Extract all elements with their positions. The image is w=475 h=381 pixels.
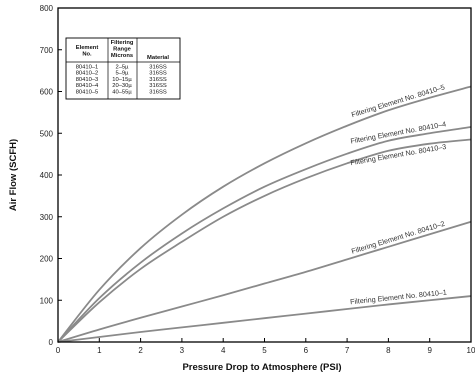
x-tick-label: 7	[345, 346, 350, 355]
y-tick-label: 100	[40, 296, 54, 305]
table-cell: 316SS	[149, 77, 167, 83]
series-line	[57, 220, 472, 343]
element-table: Element No. Filtering Range Microns Materia…	[65, 37, 181, 100]
y-tick-label: 700	[40, 46, 54, 55]
x-tick-label: 3	[180, 346, 185, 355]
table-cell: 80410–4	[76, 83, 99, 89]
series-line	[57, 295, 472, 343]
element-table-border	[65, 37, 181, 100]
table-cell: 10–15µ	[112, 77, 132, 83]
series-label: Filtering Element No. 80410–2	[350, 219, 446, 256]
table-header-material: Material	[147, 55, 169, 61]
y-axis-title: Air Flow (SCFH)	[8, 139, 19, 211]
y-ticks-group: 0 100 200 300 400 500 600 700 800	[40, 4, 62, 347]
x-tick-label: 9	[427, 346, 432, 355]
curve-labels-group: Filtering Element No. 80410–5 Filtering E…	[350, 82, 448, 306]
x-tick-label: 0	[56, 346, 61, 355]
series-line	[57, 138, 472, 343]
series-line	[57, 126, 472, 343]
table-cell: 316SS	[149, 71, 167, 77]
table-cell: 316SS	[149, 89, 167, 95]
table-cell: 80410–3	[76, 77, 99, 83]
y-tick-label: 400	[40, 171, 54, 180]
table-cell: 80410–1	[76, 65, 99, 71]
x-tick-label: 4	[221, 346, 226, 355]
table-cell: 80410–5	[76, 89, 99, 95]
table-header-range: Filtering Range Microns	[111, 40, 134, 59]
y-tick-label: 0	[49, 338, 54, 347]
series-label: Filtering Element No. 80410–3	[350, 142, 447, 167]
table-cell: 20–30µ	[112, 83, 132, 89]
x-ticks-group: 0 1 2 3 4 5 6 7 8 9 10	[56, 338, 475, 355]
y-tick-label: 500	[40, 129, 54, 138]
table-cell: 316SS	[149, 83, 167, 89]
x-tick-label: 2	[138, 346, 143, 355]
x-tick-label: 5	[262, 346, 267, 355]
table-cell: 316SS	[149, 65, 167, 71]
x-axis-title: Pressure Drop to Atmosphere (PSI)	[182, 362, 341, 373]
x-tick-label: 1	[97, 346, 102, 355]
x-tick-label: 6	[304, 346, 309, 355]
table-cell: 5–9µ	[115, 71, 129, 77]
table-cell: 40–55µ	[112, 89, 132, 95]
y-tick-label: 800	[40, 4, 54, 13]
y-tick-label: 600	[40, 88, 54, 97]
y-tick-label: 300	[40, 213, 54, 222]
series-line	[57, 85, 472, 343]
table-rows-group: 80410–1 2–5µ 316SS 80410–2 5–9µ 316SS 80410–3 1…	[76, 65, 167, 96]
series-label: Filtering Element No. 80410–5	[350, 82, 446, 119]
curves-group	[57, 85, 472, 343]
y-tick-label: 200	[40, 255, 54, 264]
x-tick-label: 8	[386, 346, 391, 355]
x-tick-label: 10	[467, 346, 475, 355]
table-header-element: Element No.	[76, 45, 99, 58]
table-cell: 2–5µ	[115, 65, 129, 71]
table-cell: 80410–2	[76, 71, 99, 77]
